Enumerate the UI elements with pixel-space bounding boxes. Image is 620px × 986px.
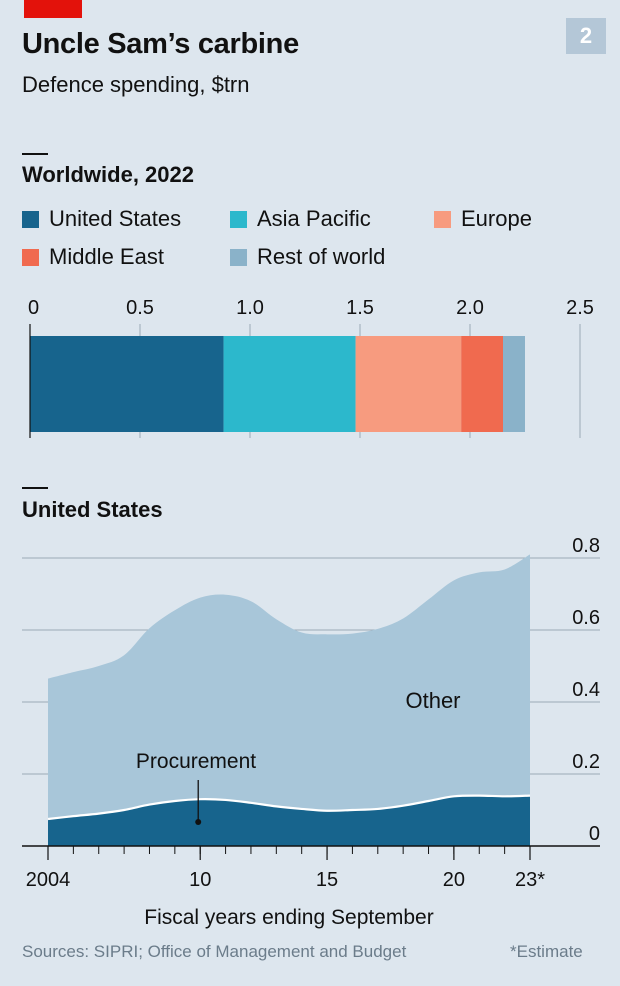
procurement-label: Procurement	[136, 750, 256, 773]
bar-segment-united-states	[30, 336, 224, 432]
chart-subtitle: Defence spending, $trn	[22, 72, 250, 97]
legend-label: Rest of world	[257, 244, 386, 269]
area-x-tick-label: 10	[189, 869, 211, 891]
legend-swatch	[22, 210, 39, 228]
area-y-tick-label: 0.8	[572, 535, 600, 557]
legend-item-rest-of-world: Rest of world	[230, 244, 385, 270]
area-x-tick-label: 20	[443, 869, 465, 891]
area-x-tick-label: 2004	[26, 869, 71, 891]
area-y-tick-label: 0	[589, 823, 600, 845]
bar-tick-label: 1.0	[236, 297, 264, 319]
brand-red-tag	[24, 0, 82, 18]
chart-title: Uncle Sam’s carbine	[22, 28, 299, 60]
area-procurement	[48, 795, 530, 846]
bar-tick-label: 2.5	[566, 297, 594, 319]
area-y-tick-label: 0.4	[572, 679, 600, 701]
bar-segment-asia-pacific	[223, 336, 356, 432]
other-label: Other	[405, 688, 460, 713]
legend-swatch	[22, 248, 39, 266]
bar-segment-rest-of-world	[503, 336, 525, 432]
area-x-tick-label: 23*	[515, 869, 545, 891]
area-other	[48, 554, 530, 846]
legend-swatch	[230, 210, 247, 228]
area-x-axis-title: Fiscal years ending September	[144, 906, 433, 929]
bar-tick-label: 1.5	[346, 297, 374, 319]
section-title-us: United States	[22, 497, 163, 522]
legend-label: Europe	[461, 206, 532, 231]
estimate-footnote: *Estimate	[510, 942, 583, 961]
legend-label: United States	[49, 206, 182, 231]
procurement-pointer-dot	[195, 819, 202, 825]
legend-swatch	[434, 210, 451, 228]
legend-label: Middle East	[49, 244, 164, 269]
us-stacked-area-chart: 0 0.2 0.4 0.6 0.8 2004 10 15 20 23* Fiscal years e…	[22, 535, 600, 929]
legend-item-asia-pacific: Asia Pacific	[230, 206, 371, 232]
legend-item-europe: Europe	[434, 206, 532, 232]
legend-item-middle-east: Middle East	[22, 244, 164, 270]
chart-number-badge: 2	[566, 18, 606, 54]
bar-tick-label: 2.0	[456, 297, 484, 319]
section-rule-worldwide	[22, 153, 48, 155]
area-x-tick-label: 15	[316, 869, 338, 891]
worldwide-stacked-bar-chart: 0 0.5 1.0 1.5 2.0 2.5	[28, 297, 594, 438]
bar-tick-label: 0	[28, 297, 39, 319]
legend-item-united-states: United States	[22, 206, 181, 232]
bar-segment-middle-east	[461, 336, 503, 432]
area-y-tick-label: 0.2	[572, 751, 600, 773]
procurement-boundary-line	[47, 794, 531, 821]
bar-segment-europe	[355, 336, 462, 432]
section-title-worldwide: Worldwide, 2022	[22, 162, 194, 187]
source-note: Sources: SIPRI; Office of Management and…	[22, 942, 407, 961]
bar-tick-label: 0.5	[126, 297, 154, 319]
legend-swatch	[230, 248, 247, 266]
area-y-tick-label: 0.6	[572, 607, 600, 629]
legend-label: Asia Pacific	[257, 206, 371, 231]
section-rule-us	[22, 487, 48, 489]
